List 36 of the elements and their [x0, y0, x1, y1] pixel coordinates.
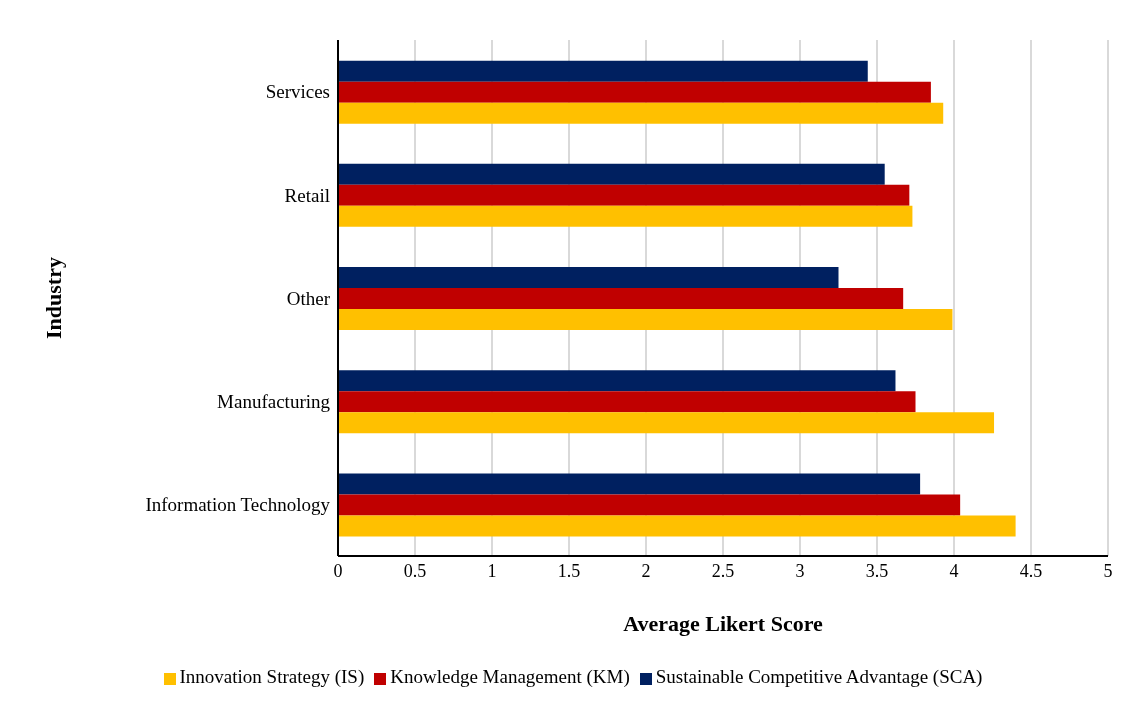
bar [338, 81, 931, 103]
legend-label: Sustainable Competitive Advantage (SCA) [655, 666, 983, 687]
x-tick-label: 3.5 [865, 560, 889, 581]
bar [338, 184, 910, 206]
bar [338, 309, 953, 331]
x-tick-label: 1 [487, 560, 497, 581]
x-tick-label: 5 [1103, 560, 1113, 581]
bar [338, 515, 1016, 537]
bar [338, 412, 995, 434]
bar [338, 494, 961, 516]
legend-label: Knowledge Management (KM) [390, 666, 630, 687]
bar [338, 267, 839, 289]
bar [338, 473, 921, 495]
y-tick-label: Retail [284, 184, 330, 206]
x-tick-label: 3 [795, 560, 805, 581]
x-tick-label: 1.5 [557, 560, 581, 581]
y-tick-label: Other [286, 287, 331, 309]
legend-label: Innovation Strategy (IS) [179, 666, 365, 687]
bar [338, 102, 944, 124]
y-tick-label: Information Technology [145, 494, 331, 516]
bar [338, 163, 885, 185]
x-tick-label: 4 [949, 560, 959, 581]
bar [338, 205, 913, 227]
bar [338, 370, 896, 392]
x-tick-label: 2 [641, 560, 651, 581]
x-axis-title: Average Likert Score [623, 611, 824, 636]
y-tick-label: Manufacturing [217, 390, 331, 412]
y-tick-label: Services [265, 81, 330, 103]
y-axis-title: Industry [40, 257, 66, 339]
x-tick-label: 0.5 [403, 560, 427, 581]
bar [338, 391, 916, 413]
bar [338, 60, 868, 82]
x-tick-label: 0 [333, 560, 343, 581]
x-tick-label: 2.5 [711, 560, 735, 581]
x-tick-label: 4.5 [1019, 560, 1043, 581]
bar [338, 288, 904, 310]
